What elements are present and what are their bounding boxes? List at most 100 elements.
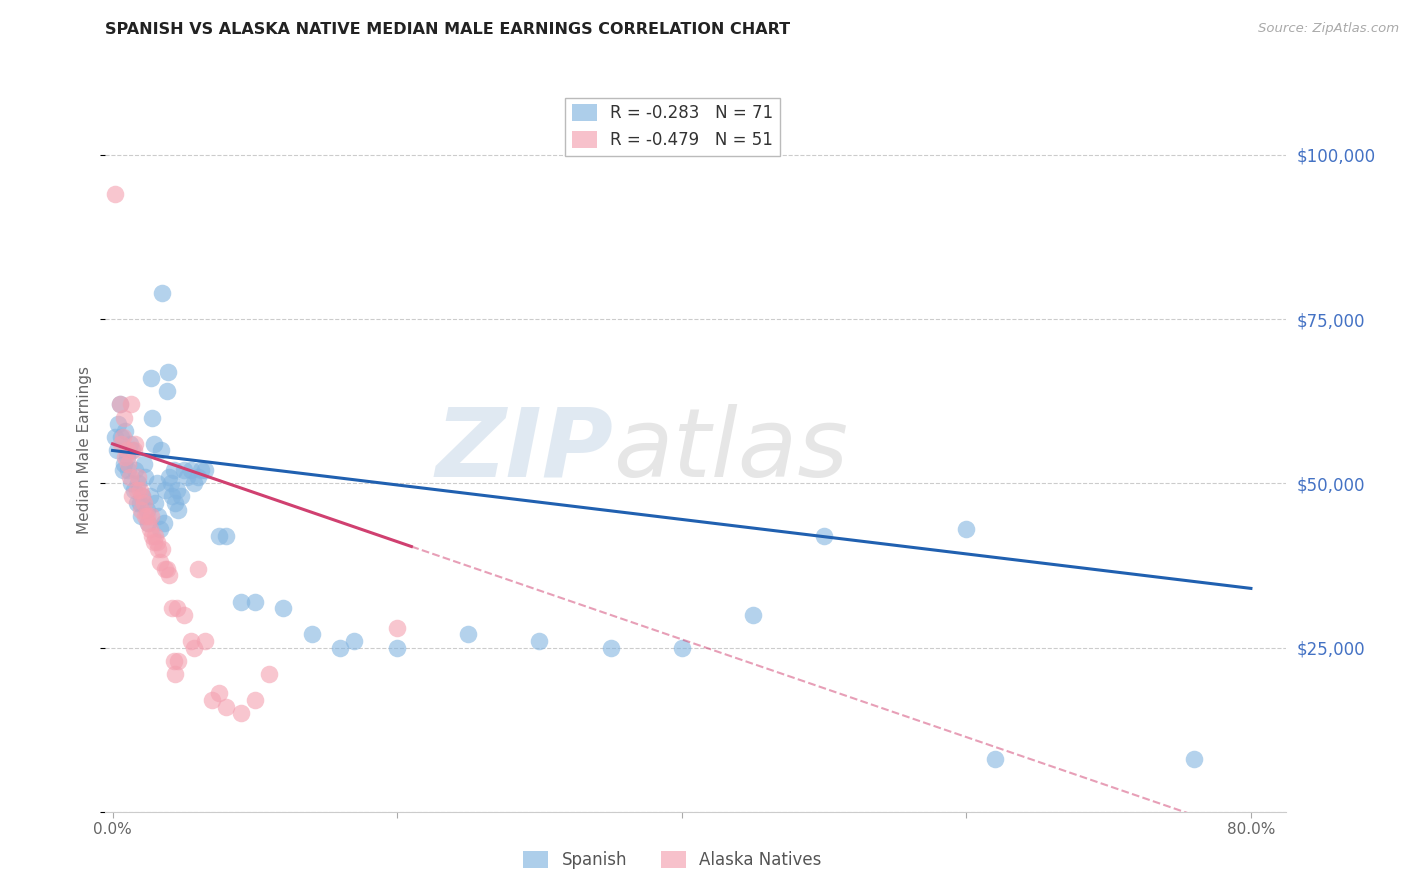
- Point: [813, 529, 835, 543]
- Point: [139, 371, 162, 385]
- Point: [110, 430, 132, 444]
- Point: [111, 463, 134, 477]
- Point: [671, 640, 693, 655]
- Point: [145, 476, 167, 491]
- Point: [159, 469, 181, 483]
- Point: [229, 594, 252, 608]
- Point: [166, 601, 188, 615]
- Point: [301, 627, 323, 641]
- Point: [124, 463, 146, 477]
- Point: [385, 640, 408, 655]
- Point: [104, 430, 127, 444]
- Point: [111, 430, 134, 444]
- Point: [183, 640, 205, 655]
- Point: [243, 594, 266, 608]
- Point: [385, 621, 408, 635]
- Point: [173, 607, 195, 622]
- Point: [155, 562, 177, 576]
- Point: [120, 476, 142, 491]
- Point: [129, 502, 152, 516]
- Point: [329, 640, 352, 655]
- Point: [134, 469, 156, 483]
- Point: [243, 693, 266, 707]
- Point: [125, 483, 148, 497]
- Point: [115, 450, 138, 464]
- Point: [984, 752, 1007, 766]
- Point: [187, 562, 209, 576]
- Point: [343, 634, 366, 648]
- Point: [167, 654, 190, 668]
- Point: [141, 529, 163, 543]
- Point: [135, 509, 157, 524]
- Point: [163, 463, 186, 477]
- Point: [187, 469, 209, 483]
- Point: [136, 516, 159, 530]
- Point: [190, 463, 212, 477]
- Point: [141, 410, 163, 425]
- Point: [125, 496, 148, 510]
- Point: [138, 490, 160, 504]
- Point: [156, 384, 179, 399]
- Point: [149, 443, 172, 458]
- Text: Source: ZipAtlas.com: Source: ZipAtlas.com: [1258, 22, 1399, 36]
- Point: [173, 463, 195, 477]
- Point: [131, 490, 153, 504]
- Point: [152, 516, 174, 530]
- Y-axis label: Median Male Earnings: Median Male Earnings: [77, 367, 93, 534]
- Point: [114, 424, 136, 438]
- Point: [129, 509, 152, 524]
- Text: SPANISH VS ALASKA NATIVE MEDIAN MALE EARNINGS CORRELATION CHART: SPANISH VS ALASKA NATIVE MEDIAN MALE EAR…: [105, 22, 790, 37]
- Point: [117, 463, 139, 477]
- Point: [150, 541, 173, 556]
- Text: ZIP: ZIP: [436, 404, 613, 497]
- Point: [146, 509, 169, 524]
- Point: [229, 706, 252, 721]
- Point: [166, 483, 188, 497]
- Point: [273, 601, 295, 615]
- Point: [108, 397, 131, 411]
- Point: [117, 457, 139, 471]
- Point: [599, 640, 621, 655]
- Point: [114, 450, 136, 464]
- Point: [180, 463, 202, 477]
- Point: [156, 562, 179, 576]
- Point: [162, 490, 184, 504]
- Point: [132, 496, 155, 510]
- Point: [167, 502, 190, 516]
- Point: [142, 437, 165, 451]
- Point: [150, 285, 173, 300]
- Point: [107, 417, 129, 432]
- Point: [112, 457, 135, 471]
- Point: [215, 529, 238, 543]
- Point: [145, 535, 167, 549]
- Point: [215, 699, 238, 714]
- Point: [135, 502, 157, 516]
- Point: [110, 437, 132, 451]
- Point: [139, 509, 162, 524]
- Point: [148, 555, 170, 569]
- Point: [201, 693, 224, 707]
- Point: [157, 365, 180, 379]
- Point: [208, 529, 231, 543]
- Point: [183, 476, 205, 491]
- Point: [165, 496, 187, 510]
- Point: [529, 634, 551, 648]
- Point: [170, 490, 193, 504]
- Point: [208, 686, 231, 700]
- Point: [118, 437, 141, 451]
- Point: [143, 529, 166, 543]
- Point: [121, 490, 143, 504]
- Point: [1182, 752, 1205, 766]
- Point: [165, 666, 187, 681]
- Point: [136, 516, 159, 530]
- Point: [134, 509, 156, 524]
- Point: [122, 483, 145, 497]
- Point: [112, 410, 135, 425]
- Point: [142, 535, 165, 549]
- Point: [163, 654, 186, 668]
- Point: [148, 522, 170, 536]
- Point: [128, 496, 150, 510]
- Point: [138, 522, 160, 536]
- Point: [159, 568, 181, 582]
- Point: [120, 397, 142, 411]
